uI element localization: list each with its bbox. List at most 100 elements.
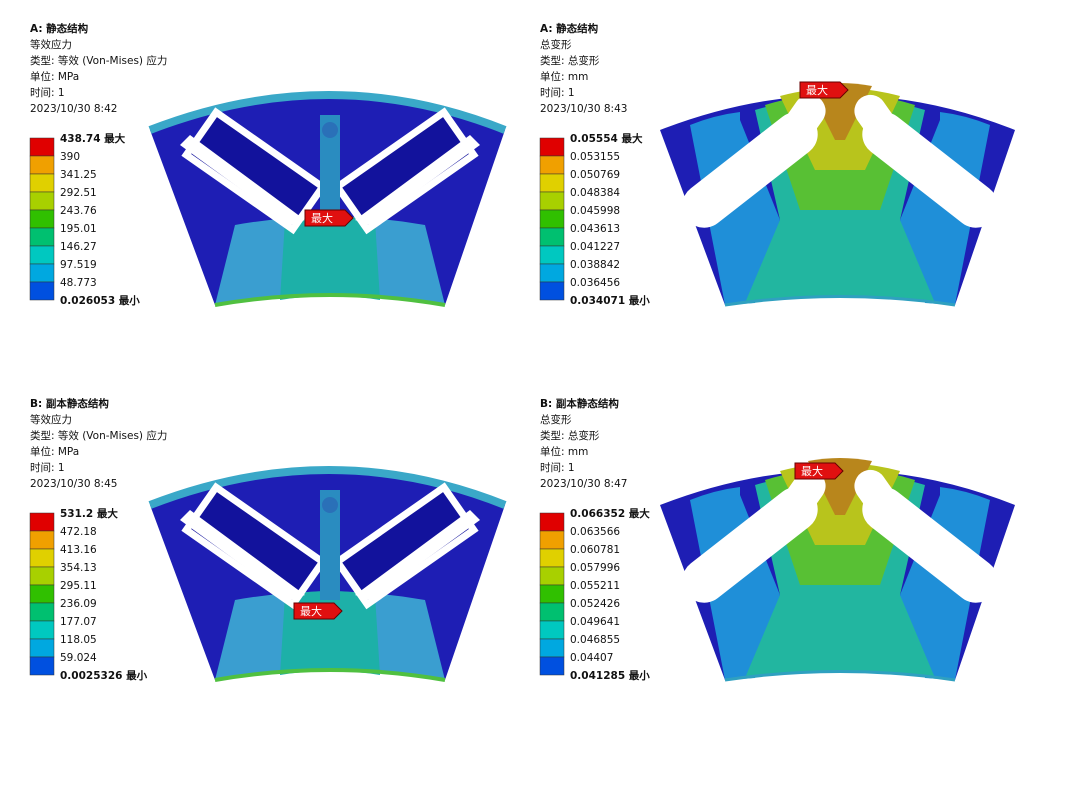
legend-label: 243.76 — [60, 205, 97, 217]
panel-header: 时间: 1 — [30, 461, 65, 474]
legend-swatch — [29, 191, 55, 211]
legend-swatch — [539, 512, 565, 532]
legend-swatch — [539, 155, 565, 175]
legend-swatch — [539, 638, 565, 658]
legend-swatch — [29, 137, 55, 157]
legend-label: 146.27 — [60, 241, 97, 253]
legend-swatch — [539, 137, 565, 157]
panel-header: 等效应力 — [30, 38, 72, 51]
legend-label: 0.034071 最小 — [570, 294, 650, 307]
marker-label: 最大 — [311, 211, 333, 225]
marker-box — [794, 462, 844, 480]
legend-swatch — [29, 548, 55, 568]
legend-label: 0.05554 最大 — [570, 132, 643, 145]
marker-box — [304, 209, 354, 227]
marker-box — [799, 81, 849, 99]
panel-header: 等效应力 — [30, 413, 72, 426]
legend-label: 0.043613 — [570, 223, 620, 235]
panel-header: 时间: 1 — [30, 86, 65, 99]
legend-swatch — [29, 209, 55, 229]
panel-header: 2023/10/30 8:43 — [540, 103, 627, 115]
panel-header: 时间: 1 — [540, 461, 575, 474]
legend-swatch — [539, 566, 565, 586]
legend-label: 0.026053 最小 — [60, 294, 140, 307]
legend-label: 0.041285 最小 — [570, 669, 650, 682]
legend-label: 59.024 — [60, 652, 97, 664]
legend-label: 413.16 — [60, 544, 97, 556]
legend-swatch — [29, 512, 55, 532]
panel-header: 类型: 总变形 — [540, 429, 600, 442]
legend-label: 0.052426 — [570, 598, 620, 610]
legend-swatch — [539, 602, 565, 622]
legend-swatch — [539, 530, 565, 550]
legend-label: 0.060781 — [570, 544, 620, 556]
legend-label: 531.2 最大 — [60, 507, 118, 520]
legend-swatch — [29, 245, 55, 265]
legend-swatch — [539, 263, 565, 283]
legend-label: 0.050769 — [570, 169, 620, 181]
legend-label: 472.18 — [60, 526, 97, 538]
panel-header: 单位: mm — [540, 70, 588, 83]
legend-label: 390 — [60, 151, 80, 163]
legend-label: 0.045998 — [570, 205, 620, 217]
legend-swatch — [539, 209, 565, 229]
legend-swatch — [539, 620, 565, 640]
legend-swatch — [29, 602, 55, 622]
legend-swatch — [29, 155, 55, 175]
legend-swatch — [29, 584, 55, 604]
legend-label: 0.055211 — [570, 580, 620, 592]
panel-header: 2023/10/30 8:42 — [30, 103, 117, 115]
legend-label: 97.519 — [60, 259, 97, 271]
panel-header: 时间: 1 — [540, 86, 575, 99]
legend-swatch — [539, 173, 565, 193]
legend-swatch — [29, 227, 55, 247]
panel-header: 2023/10/30 8:45 — [30, 478, 117, 490]
marker-label: 最大 — [806, 83, 828, 97]
marker-label: 最大 — [300, 604, 322, 618]
legend-swatch — [29, 638, 55, 658]
panel-header: 单位: mm — [540, 445, 588, 458]
panel-header: 总变形 — [540, 38, 572, 51]
legend-label: 438.74 最大 — [60, 132, 126, 145]
legend-swatch — [539, 548, 565, 568]
legend-swatch — [539, 656, 565, 676]
legend-label: 354.13 — [60, 562, 97, 574]
legend-label: 236.09 — [60, 598, 97, 610]
legend-label: 0.0025326 最小 — [60, 669, 148, 682]
panel-header: B: 副本静态结构 — [540, 397, 619, 410]
panel-header: 单位: MPa — [30, 70, 79, 83]
legend-label: 118.05 — [60, 634, 97, 646]
legend-swatch — [539, 584, 565, 604]
legend-swatch — [29, 530, 55, 550]
legend-label: 0.046855 — [570, 634, 620, 646]
legend-label: 0.049641 — [570, 616, 620, 628]
legend-swatch — [29, 281, 55, 301]
panel-header: A: 静态结构 — [30, 22, 89, 35]
legend-swatch — [29, 173, 55, 193]
legend-label: 0.057996 — [570, 562, 620, 574]
legend-swatch — [539, 191, 565, 211]
legend-label: 0.036456 — [570, 277, 620, 289]
panel-header: 2023/10/30 8:47 — [540, 478, 627, 490]
panel-header: B: 副本静态结构 — [30, 397, 109, 410]
legend-swatch — [29, 620, 55, 640]
legend-swatch — [539, 245, 565, 265]
legend-label: 177.07 — [60, 616, 97, 628]
legend-label: 0.053155 — [570, 151, 620, 163]
panel-header: 单位: MPa — [30, 445, 79, 458]
legend-label: 0.04407 — [570, 652, 613, 664]
panel-header: 类型: 等效 (Von-Mises) 应力 — [30, 54, 167, 67]
legend-swatch — [29, 566, 55, 586]
panel-header: A: 静态结构 — [540, 22, 599, 35]
legend-label: 0.066352 最大 — [570, 507, 650, 520]
legend-label: 0.038842 — [570, 259, 620, 271]
legend-label: 195.01 — [60, 223, 97, 235]
legend-label: 341.25 — [60, 169, 97, 181]
marker-label: 最大 — [801, 464, 823, 478]
legend-label: 0.041227 — [570, 241, 620, 253]
marker-box — [293, 602, 343, 620]
panel-header: 总变形 — [540, 413, 572, 426]
legend-label: 295.11 — [60, 580, 97, 592]
legend-label: 0.063566 — [570, 526, 620, 538]
